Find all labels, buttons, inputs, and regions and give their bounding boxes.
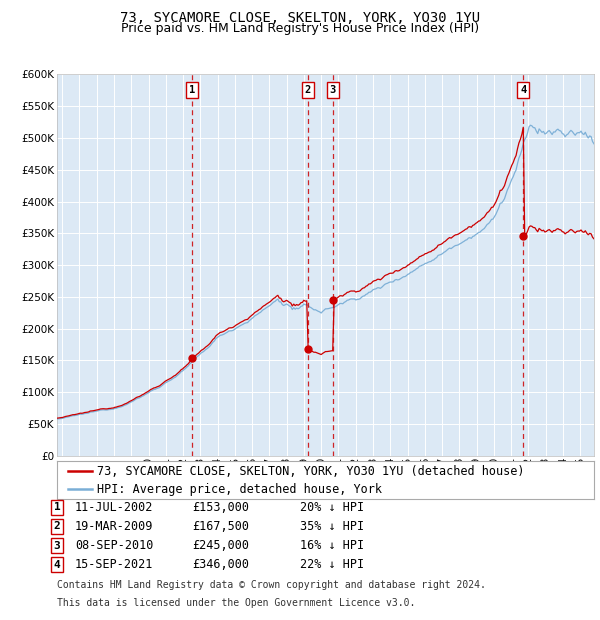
Text: 1: 1 xyxy=(189,86,196,95)
Text: £245,000: £245,000 xyxy=(192,539,249,552)
Text: 4: 4 xyxy=(520,86,527,95)
Text: £153,000: £153,000 xyxy=(192,501,249,513)
Text: 3: 3 xyxy=(53,541,61,551)
Text: 11-JUL-2002: 11-JUL-2002 xyxy=(75,501,154,513)
Text: 2: 2 xyxy=(53,521,61,531)
Text: £167,500: £167,500 xyxy=(192,520,249,533)
Text: 1: 1 xyxy=(53,502,61,512)
Text: 19-MAR-2009: 19-MAR-2009 xyxy=(75,520,154,533)
Text: 4: 4 xyxy=(53,560,61,570)
Text: 20% ↓ HPI: 20% ↓ HPI xyxy=(300,501,364,513)
Text: Price paid vs. HM Land Registry's House Price Index (HPI): Price paid vs. HM Land Registry's House … xyxy=(121,22,479,35)
Text: 73, SYCAMORE CLOSE, SKELTON, YORK, YO30 1YU (detached house): 73, SYCAMORE CLOSE, SKELTON, YORK, YO30 … xyxy=(97,465,525,478)
Text: 22% ↓ HPI: 22% ↓ HPI xyxy=(300,559,364,571)
Text: 16% ↓ HPI: 16% ↓ HPI xyxy=(300,539,364,552)
Text: 3: 3 xyxy=(330,86,336,95)
Text: HPI: Average price, detached house, York: HPI: Average price, detached house, York xyxy=(97,483,382,496)
Text: 15-SEP-2021: 15-SEP-2021 xyxy=(75,559,154,571)
Text: £346,000: £346,000 xyxy=(192,559,249,571)
Text: Contains HM Land Registry data © Crown copyright and database right 2024.: Contains HM Land Registry data © Crown c… xyxy=(57,580,486,590)
Text: 08-SEP-2010: 08-SEP-2010 xyxy=(75,539,154,552)
Text: 2: 2 xyxy=(305,86,311,95)
Text: 73, SYCAMORE CLOSE, SKELTON, YORK, YO30 1YU: 73, SYCAMORE CLOSE, SKELTON, YORK, YO30 … xyxy=(120,11,480,25)
Text: This data is licensed under the Open Government Licence v3.0.: This data is licensed under the Open Gov… xyxy=(57,598,415,608)
Text: 35% ↓ HPI: 35% ↓ HPI xyxy=(300,520,364,533)
